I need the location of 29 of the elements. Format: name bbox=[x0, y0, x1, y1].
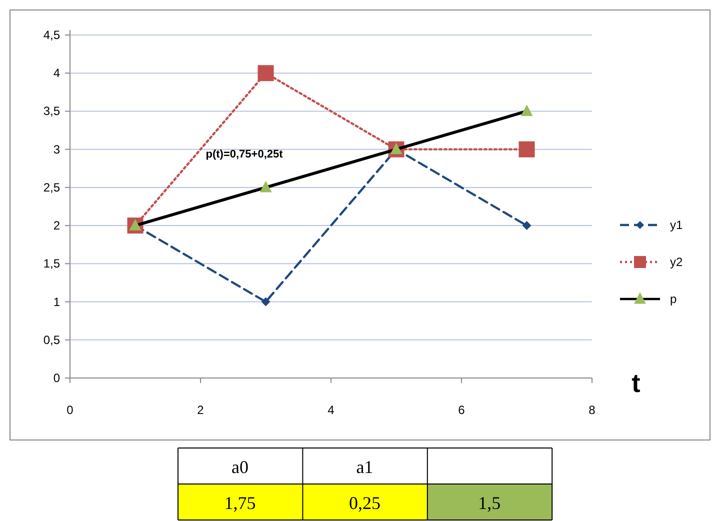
text: 1,5 bbox=[478, 493, 501, 513]
x-tick-label: 8 bbox=[588, 403, 596, 417]
text: 1,75 bbox=[224, 493, 256, 513]
text: a1 bbox=[356, 457, 374, 477]
y-tick-label: 1,5 bbox=[43, 256, 60, 271]
y-tick-label: 1 bbox=[53, 294, 60, 309]
x-tick-label: 0 bbox=[66, 403, 74, 417]
y-tick-label: 4,5 bbox=[43, 28, 60, 42]
y-tick-label: 3 bbox=[53, 142, 60, 156]
y-tick-label: 2 bbox=[53, 218, 60, 233]
x-axis-title: t bbox=[632, 368, 641, 398]
point bbox=[258, 65, 274, 82]
legend-label: y1 bbox=[670, 218, 683, 232]
x-tick-label: 6 bbox=[458, 403, 466, 417]
text: a0 bbox=[232, 457, 248, 477]
legend-label: y2 bbox=[670, 255, 683, 269]
point bbox=[522, 221, 532, 230]
y-tick-label: 0 bbox=[53, 371, 60, 385]
x-tick-label: 4 bbox=[328, 403, 335, 417]
y-tick-label: 2,5 bbox=[43, 180, 60, 194]
text: 0,25 bbox=[348, 493, 380, 513]
y-tick-label: 4 bbox=[53, 66, 60, 80]
y-tick-label: 3,5 bbox=[43, 104, 60, 118]
annotation: p(t)=0,75+0,25t bbox=[206, 148, 284, 160]
legend-label: p bbox=[670, 292, 677, 306]
y-tick-label: 0,5 bbox=[43, 332, 60, 347]
point bbox=[518, 141, 535, 158]
point bbox=[261, 297, 270, 306]
x-tick-label: 2 bbox=[197, 403, 204, 417]
